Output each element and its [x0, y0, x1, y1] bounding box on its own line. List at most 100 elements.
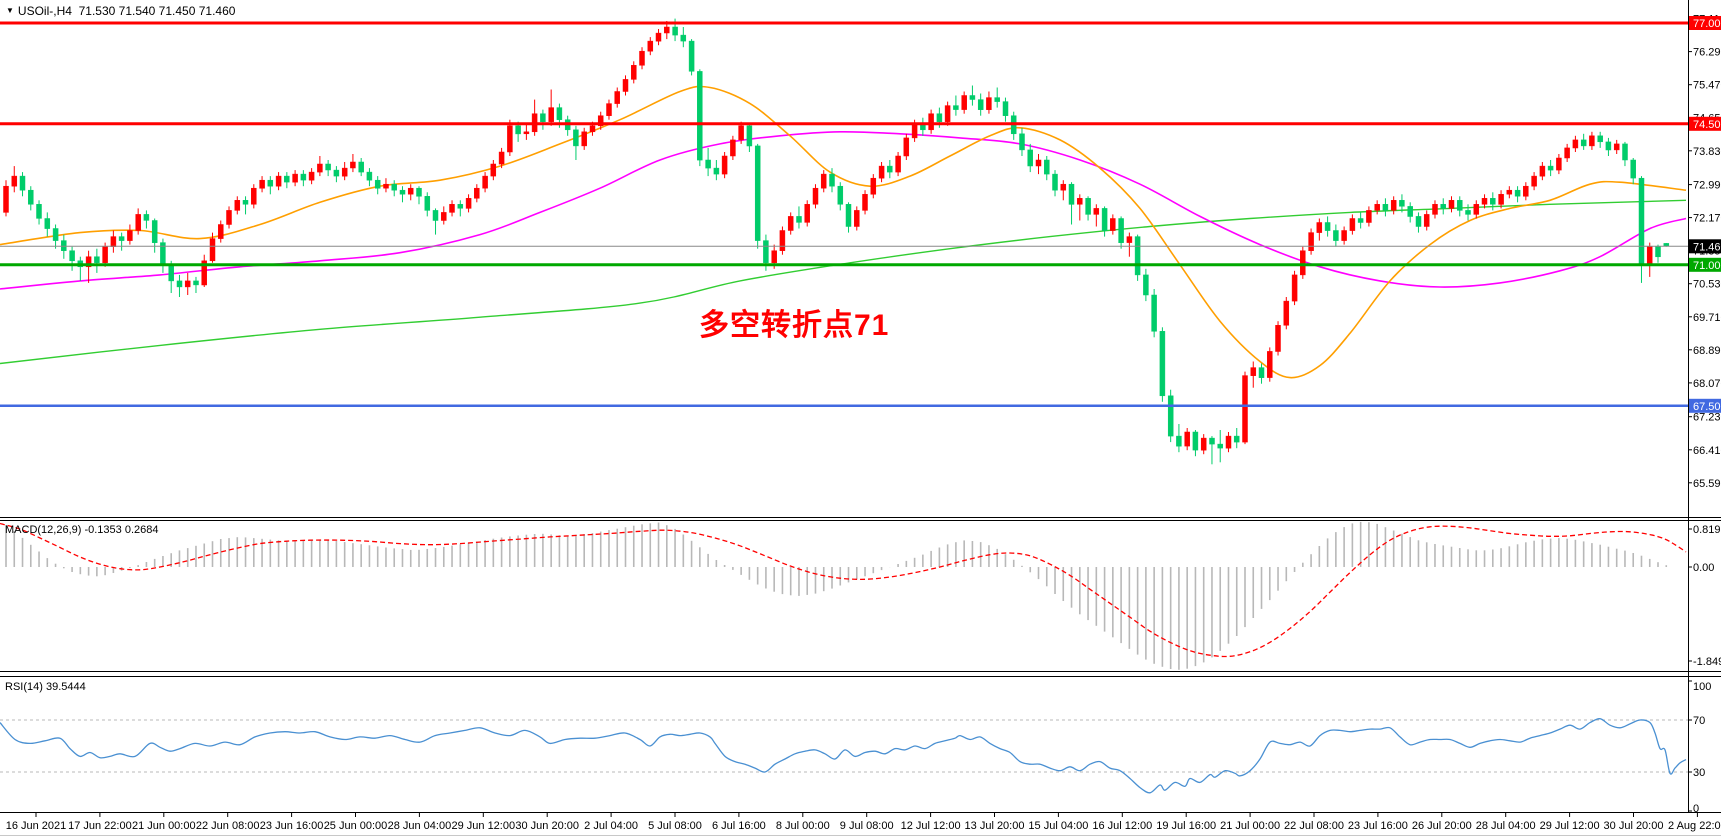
- rsi-axis-label: 70: [1693, 715, 1705, 727]
- candle-body: [1233, 435, 1240, 443]
- time-axis-label: 22 Jun 08:00: [196, 820, 260, 832]
- candle-body: [1481, 198, 1488, 205]
- time-axis-label: 30 Jun 20:00: [515, 820, 579, 832]
- candle-body: [1523, 185, 1529, 197]
- chart-text-annotation[interactable]: 多空转折点71: [699, 309, 890, 342]
- rsi-axis-label: 100: [1693, 681, 1711, 693]
- candle-body: [110, 236, 117, 247]
- time-axis[interactable]: [0, 813, 1721, 838]
- candle-body: [515, 125, 521, 135]
- time-axis-label: 29 Jul 12:00: [1540, 820, 1600, 832]
- candle-body: [407, 187, 414, 195]
- chart-title: ▼ USOil-,H4 71.530 71.540 71.450 71.460: [6, 4, 235, 18]
- price-badge-text: 77.000: [1693, 18, 1721, 30]
- candle-body: [1556, 157, 1562, 171]
- price-axis[interactable]: [1689, 0, 1721, 812]
- candle-body: [589, 125, 596, 133]
- rsi-panel: [0, 718, 1688, 794]
- candle-body: [1093, 208, 1100, 215]
- candle-body: [176, 280, 183, 288]
- time-axis-label: 23 Jul 16:00: [1348, 820, 1408, 832]
- candle-body: [1366, 210, 1372, 223]
- candle-body: [284, 175, 290, 183]
- time-axis-label: 29 Jun 12:00: [451, 820, 515, 832]
- candle-body: [829, 173, 835, 187]
- time-axis-label: 9 Jul 08:00: [840, 820, 894, 832]
- candle-body: [606, 103, 612, 116]
- candle-body: [1457, 200, 1463, 211]
- candle-body: [1267, 351, 1273, 378]
- candle-body: [903, 137, 910, 157]
- candle-body: [11, 175, 18, 187]
- candle-body: [151, 220, 158, 243]
- candle-body: [1473, 204, 1480, 215]
- candle-body: [862, 194, 868, 211]
- macd-axis-label: 0.00: [1693, 562, 1714, 574]
- candle-body: [482, 175, 488, 189]
- time-axis-label: 15 Jul 04:00: [1028, 820, 1088, 832]
- price-badge-bg: [1689, 398, 1721, 413]
- ma-slow-green-line: [0, 199, 1687, 365]
- candle-body: [1217, 443, 1223, 449]
- candle-body: [1357, 218, 1364, 223]
- candle-body: [432, 210, 439, 221]
- candle-body: [465, 198, 472, 209]
- candle-body: [85, 256, 92, 268]
- ma-mid-magenta-line: [0, 130, 1687, 290]
- candle-body: [1275, 325, 1281, 352]
- candle-body: [1291, 274, 1298, 302]
- candle-body: [1547, 165, 1554, 171]
- candle-body: [69, 250, 75, 262]
- candle-body: [1242, 375, 1248, 443]
- price-axis-label: 72.990: [1693, 180, 1721, 192]
- candle-body: [424, 196, 431, 211]
- candle-body: [19, 175, 26, 191]
- rsi-axis-labels: 100 70 30 0: [1688, 680, 1711, 815]
- candle-body: [1564, 147, 1570, 159]
- candle-body: [787, 216, 794, 231]
- candle-body: [308, 171, 315, 181]
- time-axis-label: 8 Jul 00:00: [776, 820, 830, 832]
- panel-splitter-rsi[interactable]: [0, 668, 1721, 676]
- candle-body: [713, 167, 720, 175]
- candle-body: [911, 123, 918, 139]
- candle-body: [1531, 175, 1537, 187]
- candle-body: [953, 105, 959, 110]
- moving-averages-layer: [0, 85, 1687, 379]
- candle-body: [697, 71, 703, 161]
- panel-splitter-macd[interactable]: [0, 514, 1721, 522]
- time-axis-label: 2 Aug 22:00: [1668, 820, 1721, 832]
- candle-body: [1382, 204, 1389, 211]
- candle-body: [672, 26, 678, 36]
- symbol-dropdown-icon[interactable]: ▼: [6, 6, 14, 15]
- candle-body: [1415, 216, 1422, 227]
- candle-body: [234, 200, 241, 211]
- price-axis-labels: 77.11076.29075.47074.65073.83072.99072.1…: [1688, 14, 1721, 490]
- candle-body: [366, 171, 373, 181]
- candle-body: [977, 99, 984, 110]
- candle-body: [738, 125, 744, 141]
- candle-body: [1324, 222, 1331, 231]
- price-badge-text: 71.000: [1693, 260, 1721, 272]
- candle-body: [1390, 200, 1397, 211]
- rsi-line: [0, 718, 1687, 794]
- time-axis-label: 21 Jun 00:00: [132, 820, 196, 832]
- price-badge-text: 67.500: [1693, 401, 1721, 413]
- candle-body: [226, 210, 232, 225]
- candle-body: [1663, 243, 1670, 247]
- candle-body: [242, 200, 249, 205]
- candle-body: [184, 280, 191, 288]
- candle-body: [391, 183, 397, 191]
- time-axis-label: 6 Jul 16:00: [712, 820, 766, 832]
- candle-body: [1630, 159, 1636, 179]
- time-axis-labels: 16 Jun 2021 17 Jun 22:00 21 Jun 00:00 22 Ju…: [6, 813, 1721, 832]
- candle-body: [895, 155, 901, 173]
- candle-body: [969, 95, 976, 100]
- candle-body: [854, 210, 860, 227]
- candle-body: [1110, 218, 1116, 231]
- candle-body: [1622, 143, 1628, 161]
- candle-body: [474, 187, 480, 199]
- candles-layer: [3, 18, 1670, 465]
- candle-body: [746, 125, 753, 147]
